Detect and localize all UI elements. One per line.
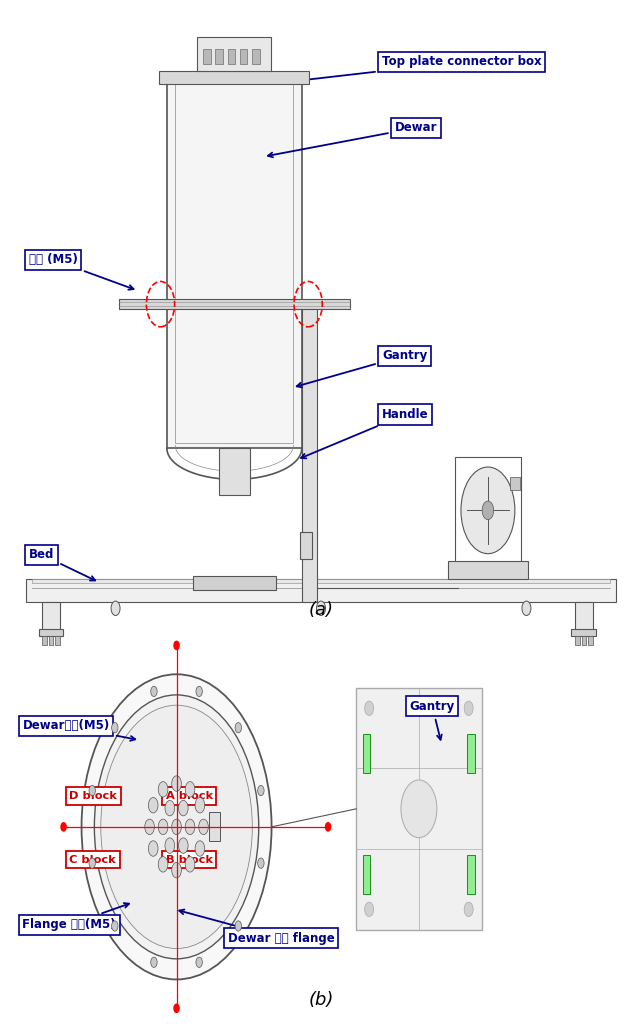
Circle shape: [148, 840, 158, 856]
Circle shape: [174, 641, 179, 650]
Circle shape: [151, 957, 157, 967]
Text: B block: B block: [166, 855, 213, 865]
Bar: [302, 304, 317, 602]
Bar: [240, 49, 248, 64]
Circle shape: [235, 921, 241, 931]
Text: Dewar: Dewar: [268, 122, 437, 158]
Text: Dewar고정(M5): Dewar고정(M5): [22, 720, 135, 740]
Circle shape: [111, 601, 120, 616]
Circle shape: [178, 838, 188, 854]
Text: A block: A block: [166, 791, 213, 801]
Bar: [209, 812, 220, 841]
Circle shape: [186, 857, 195, 872]
Circle shape: [365, 701, 374, 716]
Text: Handle: Handle: [301, 408, 429, 459]
Bar: [42, 602, 60, 631]
Circle shape: [196, 687, 202, 697]
Circle shape: [172, 819, 182, 835]
Bar: [448, 561, 528, 579]
Bar: [42, 636, 47, 645]
Bar: [55, 636, 60, 645]
Circle shape: [257, 858, 264, 868]
Text: C block: C block: [69, 855, 116, 865]
Bar: [363, 855, 370, 894]
Circle shape: [159, 819, 168, 835]
Text: D block: D block: [69, 791, 117, 801]
Circle shape: [196, 957, 202, 967]
Circle shape: [199, 819, 208, 835]
Bar: [26, 579, 616, 602]
Bar: [198, 37, 271, 71]
Bar: [300, 532, 312, 559]
Circle shape: [89, 858, 96, 868]
Circle shape: [172, 775, 182, 792]
Bar: [49, 636, 53, 645]
Circle shape: [165, 838, 175, 854]
Circle shape: [101, 705, 252, 949]
Circle shape: [482, 501, 494, 520]
Circle shape: [148, 798, 158, 812]
Bar: [575, 636, 580, 645]
Circle shape: [151, 687, 157, 697]
Bar: [216, 49, 223, 64]
Bar: [571, 629, 596, 636]
Circle shape: [235, 723, 241, 733]
Circle shape: [112, 921, 118, 931]
Circle shape: [159, 857, 168, 872]
Bar: [467, 855, 475, 894]
Bar: [175, 82, 293, 443]
Circle shape: [112, 723, 118, 733]
Bar: [32, 579, 610, 583]
Text: 고정 (M5): 고정 (M5): [29, 254, 134, 290]
Bar: [467, 733, 475, 772]
Circle shape: [165, 800, 175, 816]
Circle shape: [159, 781, 168, 797]
Bar: [119, 299, 350, 309]
Bar: [167, 77, 302, 448]
Circle shape: [365, 902, 374, 917]
Text: Gantry: Gantry: [410, 700, 455, 739]
Circle shape: [145, 819, 155, 835]
Circle shape: [401, 779, 437, 837]
Text: Top plate connector box: Top plate connector box: [287, 56, 542, 84]
Text: Dewar 고정 flange: Dewar 고정 flange: [179, 909, 334, 944]
Text: (b): (b): [308, 991, 334, 1009]
Bar: [159, 71, 309, 84]
Circle shape: [186, 819, 195, 835]
Circle shape: [172, 862, 182, 877]
Circle shape: [89, 786, 96, 796]
Circle shape: [325, 823, 331, 831]
Circle shape: [61, 823, 66, 831]
Text: Gantry: Gantry: [297, 350, 427, 388]
Circle shape: [464, 701, 473, 716]
Circle shape: [178, 800, 188, 816]
Text: Flange 결합(M5): Flange 결합(M5): [22, 903, 129, 931]
Bar: [588, 636, 593, 645]
Circle shape: [195, 841, 205, 856]
Circle shape: [82, 674, 272, 979]
Circle shape: [186, 781, 195, 797]
Text: Bed: Bed: [29, 548, 95, 580]
Circle shape: [522, 601, 531, 616]
Bar: [510, 477, 520, 490]
Bar: [363, 733, 370, 772]
Bar: [227, 49, 235, 64]
Circle shape: [317, 601, 325, 616]
Text: (a): (a): [309, 601, 333, 620]
Bar: [455, 457, 521, 564]
Circle shape: [174, 1004, 179, 1012]
Bar: [252, 49, 259, 64]
Circle shape: [195, 798, 205, 812]
Bar: [193, 576, 276, 590]
Bar: [356, 688, 482, 930]
Bar: [219, 448, 250, 495]
Bar: [39, 629, 63, 636]
Bar: [582, 636, 586, 645]
Circle shape: [464, 902, 473, 917]
Bar: [575, 602, 593, 631]
Circle shape: [461, 467, 515, 554]
Circle shape: [257, 786, 264, 796]
Bar: [203, 49, 211, 64]
Circle shape: [94, 695, 259, 959]
